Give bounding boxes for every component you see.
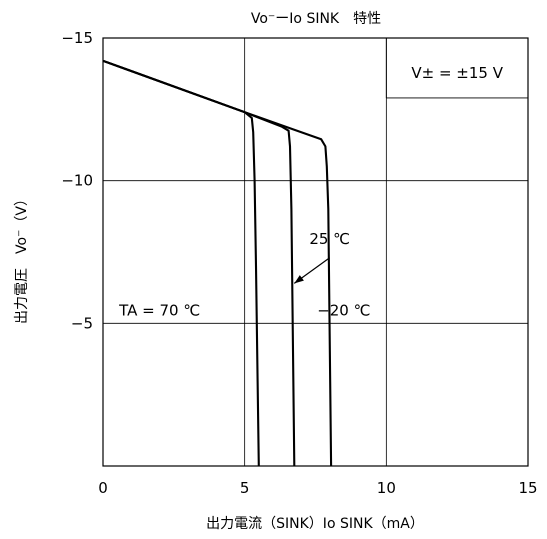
tick-labels: 0 5 10 15 −15 −10 −5 bbox=[61, 29, 537, 497]
y-axis-label: 出力電圧 Vo⁻（V） bbox=[14, 192, 30, 324]
x-axis-label: 出力電流（SINK）Io SINK（mA） bbox=[206, 516, 424, 532]
series-layer bbox=[102, 59, 333, 467]
y-tick-label: −5 bbox=[71, 314, 93, 332]
series-label: TA = 70 ℃ bbox=[118, 301, 200, 319]
x-tick-label: 5 bbox=[240, 479, 250, 497]
x-tick-label: 10 bbox=[377, 479, 396, 497]
series-line bbox=[102, 59, 296, 467]
plot-frame bbox=[102, 37, 529, 467]
series-labels: TA = 70 ℃ 25 ℃ −20 ℃ bbox=[118, 230, 370, 319]
arrow-head bbox=[294, 275, 304, 284]
chart-title: Vo⁻ーIo SINK 特性 bbox=[251, 11, 381, 27]
series-label: −20 ℃ bbox=[317, 301, 370, 319]
grid-lines bbox=[103, 38, 528, 466]
series-line bbox=[102, 59, 333, 467]
x-tick-label: 15 bbox=[518, 479, 537, 497]
series-label: 25 ℃ bbox=[309, 230, 350, 248]
series-line bbox=[102, 59, 260, 467]
y-tick-label: −10 bbox=[61, 172, 93, 190]
y-tick-label: −15 bbox=[61, 29, 93, 47]
condition-label: V± = ±15 V bbox=[411, 64, 503, 82]
x-tick-label: 0 bbox=[98, 479, 108, 497]
